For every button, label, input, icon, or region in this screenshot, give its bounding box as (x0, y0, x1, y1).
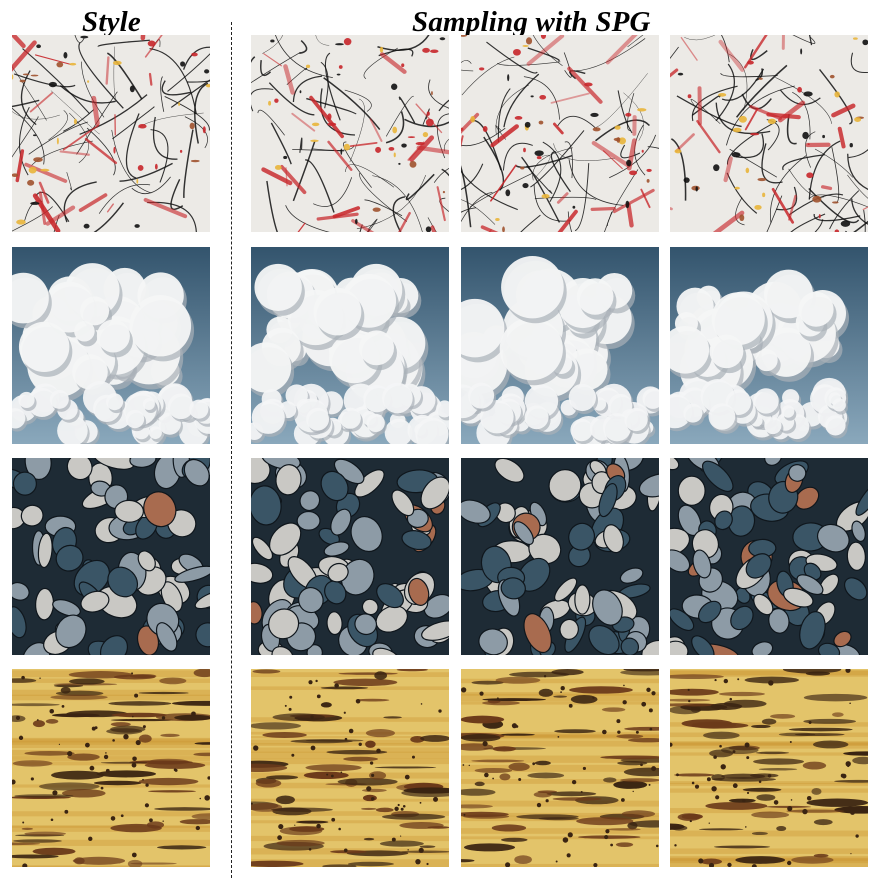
sample-image-rust-2 (461, 669, 659, 867)
sample-image-clouds-3 (670, 247, 868, 444)
style-image-rust (12, 669, 210, 867)
style-image-pebbles (12, 458, 210, 655)
sample-image-clouds-2 (461, 247, 659, 444)
sample-image-rust-1 (251, 669, 449, 867)
sample-image-pebbles-3 (670, 458, 868, 655)
sample-image-rust-3 (670, 669, 868, 867)
style-image-clouds (12, 247, 210, 444)
sample-image-paint-splatter-2 (461, 35, 659, 232)
sample-image-clouds-1 (251, 247, 449, 444)
column-divider (231, 22, 232, 878)
sample-image-paint-splatter-1 (251, 35, 449, 232)
style-column-header: Style (82, 6, 141, 38)
style-image-paint-splatter (12, 35, 210, 232)
sample-image-pebbles-1 (251, 458, 449, 655)
sample-image-paint-splatter-3 (670, 35, 868, 232)
sample-image-pebbles-2 (461, 458, 659, 655)
sampling-column-header: Sampling with SPG (412, 6, 651, 38)
